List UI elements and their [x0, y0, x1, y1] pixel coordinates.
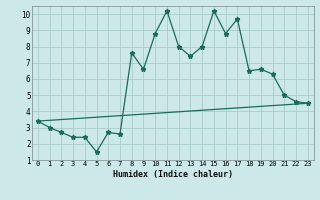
X-axis label: Humidex (Indice chaleur): Humidex (Indice chaleur) — [113, 170, 233, 179]
